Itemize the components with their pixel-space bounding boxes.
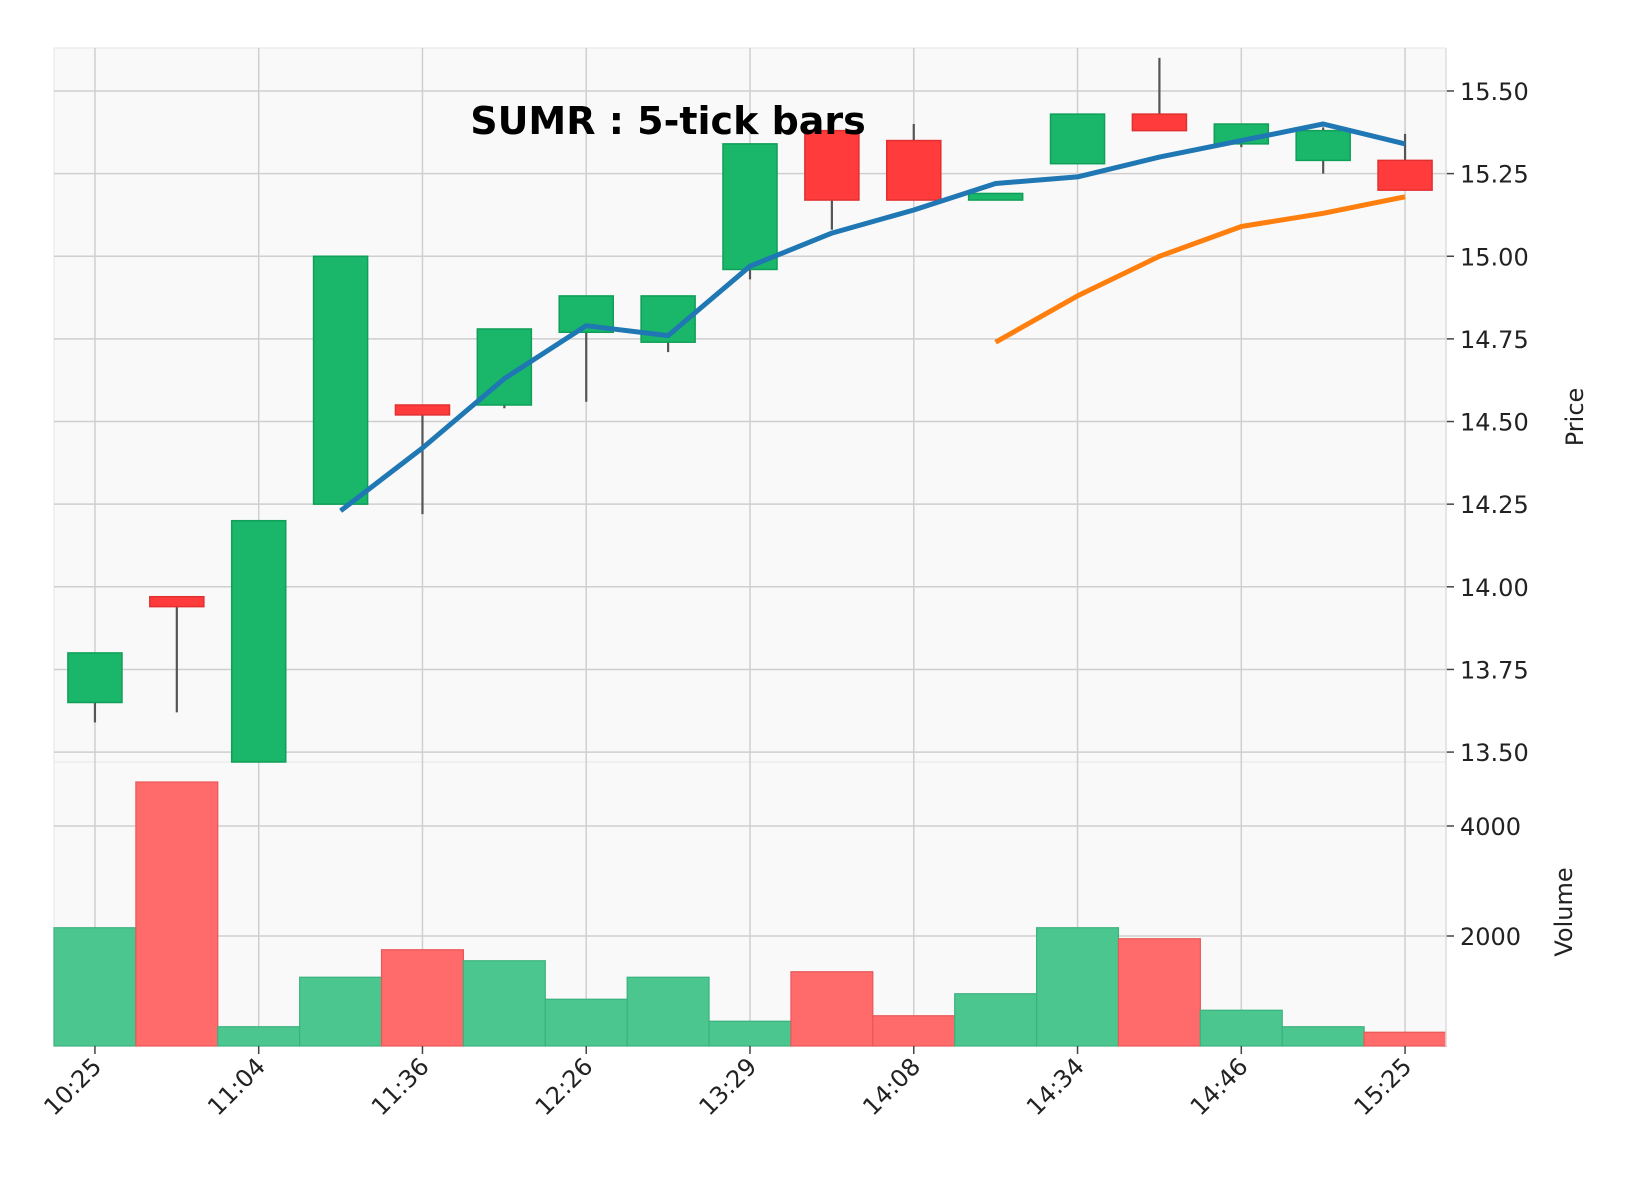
price-candles [67, 57, 1433, 763]
volume-bar-up [217, 1026, 301, 1047]
candle-body-down [1377, 159, 1433, 191]
volume-bar-up [708, 1020, 792, 1047]
price-tick-label: 13.75 [1460, 656, 1529, 684]
volume-bar-down [135, 781, 219, 1047]
candle-body-up [1049, 113, 1106, 165]
candle-body-down [1131, 113, 1188, 132]
volume-bar-down [790, 971, 874, 1047]
price-tick-label: 14.00 [1460, 574, 1529, 602]
volume-bar-up [1281, 1026, 1365, 1047]
candle-body-up [312, 255, 369, 505]
price-tick-label: 13.50 [1460, 739, 1529, 767]
price-tick-label: 15.25 [1460, 161, 1529, 189]
candle-body-up [722, 143, 778, 271]
volume-bar-down [380, 949, 465, 1047]
candle-body-down [804, 129, 860, 201]
ma-line-short [339, 121, 1406, 513]
volume-tick-label: 4000 [1460, 813, 1521, 841]
volume-bar-up [462, 960, 546, 1047]
price-tick-label: 15.50 [1460, 78, 1529, 106]
volume-tick-label: 2000 [1460, 923, 1521, 951]
candle-body-up [967, 192, 1024, 201]
chart-title: SUMR : 5-tick bars [470, 99, 866, 143]
volume-bar-down [1363, 1031, 1447, 1047]
candle-body-up [1295, 129, 1351, 162]
volume-bar-up [626, 976, 710, 1047]
volume-bar-up [954, 993, 1038, 1047]
volume-bar-up [1199, 1009, 1283, 1047]
volume-bar-down [872, 1015, 956, 1047]
volume-bar-up [53, 927, 137, 1047]
price-tick-label: 14.25 [1460, 491, 1529, 519]
candle-body-down [149, 595, 205, 608]
candle-body-up [67, 652, 123, 704]
volume-axis-label: Volume [1550, 867, 1578, 956]
volume-bars [53, 781, 1447, 1047]
volume-bar-up [544, 998, 628, 1047]
moving-average-lines [339, 121, 1406, 513]
candle-body-down [394, 404, 451, 416]
price-tick-label: 14.75 [1460, 326, 1529, 354]
volume-bar-up [1035, 927, 1120, 1047]
price-axis-label: Price [1561, 388, 1589, 447]
price-tick-label: 15.00 [1460, 243, 1529, 271]
ma-line-long [994, 194, 1406, 345]
price-tick-label: 14.50 [1460, 409, 1529, 437]
volume-bar-down [1117, 938, 1201, 1047]
candle-body-up [230, 519, 287, 763]
volume-bar-up [299, 976, 383, 1047]
candle-body-down [885, 139, 942, 201]
